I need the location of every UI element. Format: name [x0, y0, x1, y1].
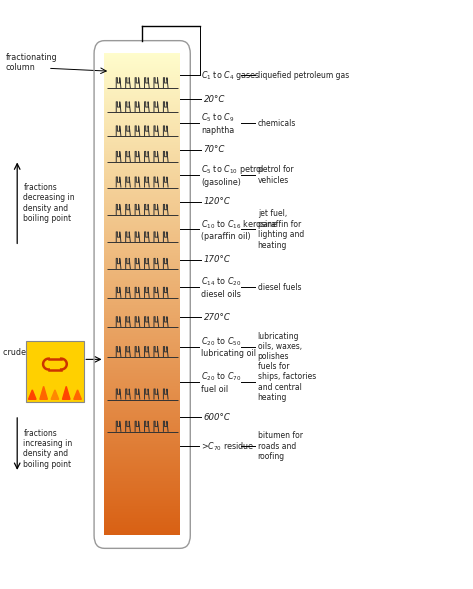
Text: $C_5$ to $C_9$
naphtha: $C_5$ to $C_9$ naphtha — [201, 112, 235, 135]
Text: 70°C: 70°C — [203, 145, 225, 154]
Text: $C_5$ to $C_{10}$ petrol
(gasoline): $C_5$ to $C_{10}$ petrol (gasoline) — [201, 163, 264, 187]
Text: >$C_{70}$ residue: >$C_{70}$ residue — [201, 440, 255, 452]
Text: $C_{20}$ to $C_{50}$
lubricating oil: $C_{20}$ to $C_{50}$ lubricating oil — [201, 335, 256, 358]
Text: diesel fuels: diesel fuels — [258, 283, 301, 292]
Text: 270°C: 270°C — [203, 313, 230, 322]
Text: $C_{10}$ to $C_{16}$ kerosine
(paraffin oil): $C_{10}$ to $C_{16}$ kerosine (paraffin … — [201, 218, 279, 241]
Text: jet fuel,
paraffin for
lighting and
heating: jet fuel, paraffin for lighting and heat… — [258, 209, 304, 250]
Text: 600°C: 600°C — [203, 413, 230, 422]
Text: fuels for
ships, factories
and central
heating: fuels for ships, factories and central h… — [258, 362, 316, 402]
Text: 120°C: 120°C — [203, 197, 230, 206]
Text: fractions
decreasing in
density and
boiling point: fractions decreasing in density and boil… — [23, 183, 75, 223]
Text: $C_1$ to $C_4$ gases: $C_1$ to $C_4$ gases — [201, 69, 261, 82]
Text: fractionating
column: fractionating column — [5, 52, 57, 72]
Text: $C_{20}$ to $C_{70}$
fuel oil: $C_{20}$ to $C_{70}$ fuel oil — [201, 370, 242, 393]
Text: lubricating
oils, waxes,
polishes: lubricating oils, waxes, polishes — [258, 332, 302, 362]
Text: fractions
increasing in
density and
boiling point: fractions increasing in density and boil… — [23, 429, 72, 469]
Text: chemicals: chemicals — [258, 119, 296, 128]
Text: 20°C: 20°C — [203, 95, 225, 104]
Text: liquefied petroleum gas: liquefied petroleum gas — [258, 71, 349, 80]
Polygon shape — [28, 390, 36, 399]
Text: crude oil: crude oil — [3, 348, 38, 357]
Text: petrol for
vehicles: petrol for vehicles — [258, 166, 293, 185]
Polygon shape — [62, 386, 70, 399]
Text: bitumen for
roads and
roofing: bitumen for roads and roofing — [258, 431, 303, 461]
Polygon shape — [74, 390, 81, 399]
Polygon shape — [51, 390, 59, 399]
Polygon shape — [40, 386, 47, 399]
Text: $C_{14}$ to $C_{20}$
diesel oils: $C_{14}$ to $C_{20}$ diesel oils — [201, 276, 242, 299]
Text: 170°C: 170°C — [203, 255, 230, 264]
FancyBboxPatch shape — [26, 340, 84, 402]
